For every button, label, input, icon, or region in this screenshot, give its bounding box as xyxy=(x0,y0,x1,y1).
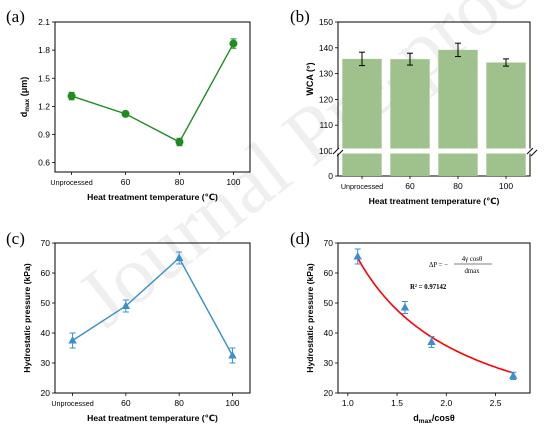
data-point xyxy=(121,109,130,118)
x-axis-label: Heat treatment temperature (℃) xyxy=(87,413,218,423)
equation-numerator: 4γ cosθ xyxy=(462,256,482,263)
x-tick-label: 100 xyxy=(225,398,239,408)
y-tick-label: 30 xyxy=(324,358,334,368)
equation-lhs: ΔP = − xyxy=(429,262,448,269)
data-point xyxy=(228,351,237,359)
x-axis-label-rest: /cosθ xyxy=(432,413,455,423)
data-point xyxy=(353,252,362,260)
y-tick-label: 100 xyxy=(319,146,333,156)
y-tick-label: 60 xyxy=(41,268,51,278)
x-tick-label: 60 xyxy=(121,398,131,408)
y-tick-label: 1.5 xyxy=(38,73,50,83)
plot-frame xyxy=(337,242,531,394)
y-axis-label: Hydrostatic pressure (kPa) xyxy=(22,263,32,373)
panel-label-a: (a) xyxy=(6,7,25,26)
x-tick-label: 80 xyxy=(174,398,184,408)
x-tick-label: Unprocessed xyxy=(341,182,383,191)
y-tick-label: 1.8 xyxy=(38,45,50,55)
y-tick-label: 40 xyxy=(324,328,334,338)
x-axis-label-main: d xyxy=(413,413,419,423)
x-axis-label: Heat treatment temperature (℃) xyxy=(87,192,218,202)
y-tick-label: 0 xyxy=(328,171,333,181)
y-axis-label-main: d xyxy=(19,112,29,118)
x-tick-label: 60 xyxy=(121,177,131,187)
y-tick-label: 1.2 xyxy=(38,101,50,111)
y-tick-label: 20 xyxy=(324,388,334,398)
bar xyxy=(486,62,526,177)
y-tick-label: 0.6 xyxy=(38,158,50,168)
axis-break-mark-left xyxy=(332,147,344,157)
data-point xyxy=(174,253,184,261)
y-tick-label: 50 xyxy=(324,298,334,308)
data-point xyxy=(400,303,410,311)
y-axis-label: WCA (°) xyxy=(305,62,315,95)
bar xyxy=(438,49,478,176)
equation-denominator: dmax xyxy=(464,268,480,275)
y-tick-label: 130 xyxy=(319,69,333,79)
bar xyxy=(390,59,430,176)
y-tick-label: 0.9 xyxy=(38,130,50,140)
x-tick-label: 1.0 xyxy=(342,398,354,408)
panel-label-c: (c) xyxy=(6,229,25,248)
y-tick-label: 150 xyxy=(319,17,333,27)
panel-label-d: (d) xyxy=(290,229,310,248)
y-tick-label: 70 xyxy=(324,238,334,248)
axis-break-mark-right xyxy=(526,147,538,157)
y-tick-label: 30 xyxy=(41,358,51,368)
data-point xyxy=(509,371,518,379)
y-axis-label: Hydrostatic pressure (kPa) xyxy=(305,263,315,373)
y-tick-label: 40 xyxy=(41,328,51,338)
data-point xyxy=(229,39,238,48)
x-tick-label: 80 xyxy=(453,181,463,191)
y-tick-label: 20 xyxy=(41,388,51,398)
series-line xyxy=(71,43,235,143)
chart-d: 20 30 40 50 60 70 1.0 1.5 2.0 2.5 ΔP = − 4γ cosθ dma… xyxy=(305,238,531,425)
y-axis-label-unit: (μm) xyxy=(19,77,29,99)
axis-break-gap xyxy=(332,148,536,154)
data-point xyxy=(68,336,77,344)
y-tick-label: 50 xyxy=(41,298,51,308)
x-axis-label: Heat treatment temperature (℃) xyxy=(369,196,500,206)
chart-b: 110 120 130 140 150 0 100 Unprocessed 60 80 100 Hea… xyxy=(305,17,538,206)
y-axis-label: dmax (μm) xyxy=(19,77,31,118)
series-line xyxy=(72,256,234,356)
y-tick-label: 110 xyxy=(319,120,333,130)
data-point xyxy=(175,138,184,146)
x-axis-label: dmax/cosθ xyxy=(413,413,455,425)
x-tick-label: 100 xyxy=(226,177,240,187)
x-tick-label: 60 xyxy=(405,181,415,191)
x-tick-label: Unprocessed xyxy=(50,178,92,187)
plot-frame xyxy=(54,242,251,394)
bar xyxy=(342,58,382,177)
x-tick-label: 1.5 xyxy=(391,398,403,408)
y-tick-label: 2.1 xyxy=(38,17,50,27)
equation-r-squared: R² = 0.97142 xyxy=(410,284,447,291)
y-tick-label: 140 xyxy=(319,43,333,53)
x-tick-label: 100 xyxy=(499,181,513,191)
x-tick-label: 80 xyxy=(175,177,185,187)
data-point xyxy=(121,301,131,309)
x-tick-label: Unprocessed xyxy=(51,399,93,408)
y-tick-label: 60 xyxy=(324,268,334,278)
x-tick-label: 2.0 xyxy=(440,398,452,408)
y-tick-label: 70 xyxy=(41,238,51,248)
fit-curve xyxy=(356,257,514,374)
chart-c: 20 30 40 50 60 70 Unprocessed 60 80 100 Heat treat… xyxy=(22,238,251,423)
chart-a: 0.6 0.9 1.2 1.5 1.8 2.1 Unprocessed 60 80 100 Heat… xyxy=(19,17,251,202)
data-point xyxy=(67,92,76,101)
y-axis-label-sub: max xyxy=(24,98,31,111)
plot-frame xyxy=(54,21,251,173)
x-tick-label: 2.5 xyxy=(490,398,502,408)
y-tick-label: 120 xyxy=(319,94,333,104)
x-axis-label-sub: max xyxy=(419,418,432,425)
data-point xyxy=(427,337,436,345)
panel-label-b: (b) xyxy=(290,7,310,26)
